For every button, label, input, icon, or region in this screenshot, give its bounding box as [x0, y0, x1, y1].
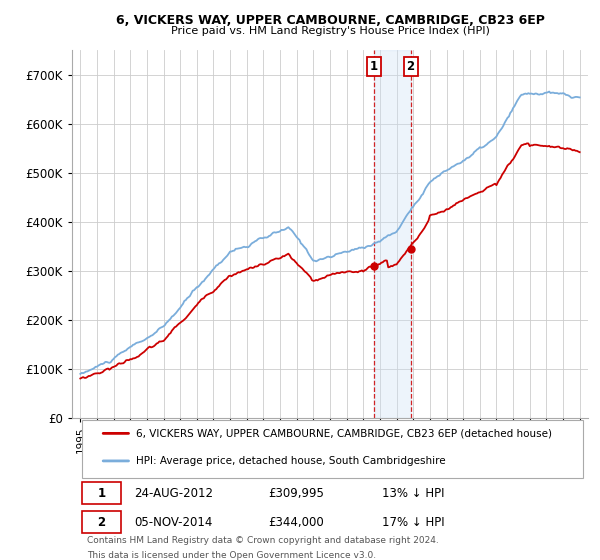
FancyBboxPatch shape — [82, 511, 121, 533]
Text: 2: 2 — [97, 516, 106, 529]
Text: £309,995: £309,995 — [268, 487, 324, 500]
FancyBboxPatch shape — [82, 420, 583, 478]
Text: 1: 1 — [370, 60, 378, 73]
Text: 1: 1 — [97, 487, 106, 500]
Text: HPI: Average price, detached house, South Cambridgeshire: HPI: Average price, detached house, Sout… — [137, 456, 446, 466]
FancyBboxPatch shape — [82, 482, 121, 504]
Text: 24-AUG-2012: 24-AUG-2012 — [134, 487, 213, 500]
Text: 6, VICKERS WAY, UPPER CAMBOURNE, CAMBRIDGE, CB23 6EP (detached house): 6, VICKERS WAY, UPPER CAMBOURNE, CAMBRID… — [137, 428, 553, 438]
Text: This data is licensed under the Open Government Licence v3.0.: This data is licensed under the Open Gov… — [88, 551, 377, 560]
Text: 17% ↓ HPI: 17% ↓ HPI — [382, 516, 444, 529]
Text: 05-NOV-2014: 05-NOV-2014 — [134, 516, 212, 529]
Text: Contains HM Land Registry data © Crown copyright and database right 2024.: Contains HM Land Registry data © Crown c… — [88, 536, 439, 545]
Text: 13% ↓ HPI: 13% ↓ HPI — [382, 487, 444, 500]
Text: 6, VICKERS WAY, UPPER CAMBOURNE, CAMBRIDGE, CB23 6EP: 6, VICKERS WAY, UPPER CAMBOURNE, CAMBRID… — [116, 14, 544, 27]
Bar — [374, 50, 410, 418]
Text: Price paid vs. HM Land Registry's House Price Index (HPI): Price paid vs. HM Land Registry's House … — [170, 26, 490, 36]
Text: £344,000: £344,000 — [268, 516, 324, 529]
Text: 2: 2 — [407, 60, 415, 73]
